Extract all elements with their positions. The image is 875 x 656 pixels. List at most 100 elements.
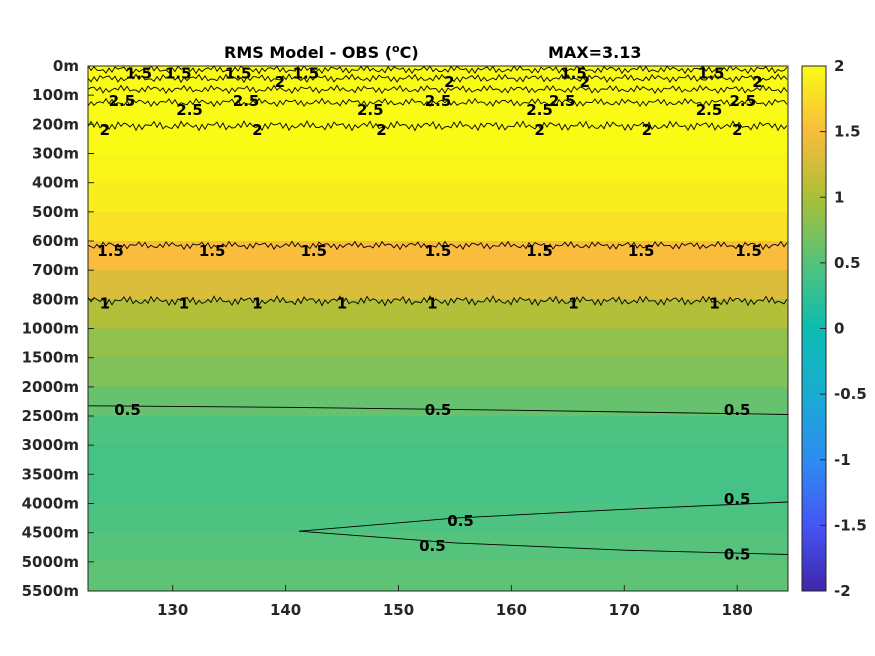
colorbar-tick-label: 0 — [834, 320, 844, 338]
contour-label: 2.5 — [233, 92, 260, 110]
x-tick-label: 160 — [496, 601, 527, 619]
contour-labels: 1.5 1.5 1.5 1.5 1.5 1.52 2 2 22.5 2.5 2.5 2.5 2.5 2.5… — [97, 64, 762, 563]
colorbar-tick-label: -1 — [834, 451, 851, 469]
contour-line — [88, 66, 788, 75]
contour-line — [88, 405, 788, 415]
depth-layer — [88, 561, 788, 591]
contour-label: 0.5 — [425, 401, 452, 419]
contour-label: 2 — [275, 73, 285, 91]
contour-label: 1.5 — [628, 242, 655, 260]
contour-label: 2 — [580, 73, 590, 91]
contour-label: 2 — [444, 73, 454, 91]
y-tick-label: 100m — [32, 86, 79, 104]
colorbar-tick-label: 1.5 — [834, 123, 861, 141]
contour-line — [88, 240, 788, 251]
contour-label: 2.5 — [696, 101, 723, 119]
contour-label: 2 — [100, 121, 110, 139]
contour-label: 1.5 — [126, 64, 153, 82]
depth-layer — [88, 503, 788, 534]
colorbar-tick-label: -0.5 — [834, 385, 867, 403]
contour-label: 2 — [252, 121, 262, 139]
colorbar-tick-label: 0.5 — [834, 254, 861, 272]
depth-layer — [88, 357, 788, 388]
contour-label: 2 — [732, 121, 742, 139]
contour-label: 0.5 — [114, 401, 141, 419]
depth-layers — [88, 66, 788, 591]
y-tick-label: 1500m — [22, 349, 79, 367]
contour-label: 2 — [752, 73, 762, 91]
contour-label: 1.5 — [425, 242, 452, 260]
y-tick-label: 400m — [32, 174, 79, 192]
depth-layer — [88, 386, 788, 417]
contour-label: 2.5 — [730, 92, 757, 110]
y-tick-label: 500m — [32, 203, 79, 221]
depth-layer — [88, 474, 788, 505]
y-tick-label: 200m — [32, 115, 79, 133]
y-tick-label: 800m — [32, 290, 79, 308]
contour-line — [299, 530, 788, 555]
contour-line — [88, 97, 788, 108]
x-tick-label: 140 — [270, 601, 301, 619]
y-tick-label: 300m — [32, 145, 79, 163]
y-tick-label: 4500m — [22, 524, 79, 542]
contour-line — [88, 295, 788, 307]
contour-label: 2.5 — [549, 92, 576, 110]
contour-line — [88, 119, 788, 132]
colorbar — [801, 65, 827, 592]
depth-layer — [88, 416, 788, 446]
y-tick-label: 2500m — [22, 407, 79, 425]
contour-label: 2.5 — [109, 92, 136, 110]
contour-label: 1 — [337, 295, 347, 313]
contour-label: 1 — [709, 295, 719, 313]
x-tick-label: 150 — [383, 601, 414, 619]
contour-line — [299, 501, 788, 532]
depth-layer — [88, 532, 788, 563]
contour-label: 1 — [252, 295, 262, 313]
depth-layer — [88, 299, 788, 330]
contour-label: 2.5 — [425, 92, 452, 110]
contour-label: 1.5 — [301, 242, 328, 260]
depth-layer — [88, 445, 788, 475]
contour-label: 1 — [427, 295, 437, 313]
depth-layer — [88, 153, 788, 184]
depth-layer — [88, 328, 788, 359]
contour-label: 0.5 — [724, 490, 751, 508]
y-tick-label: 700m — [32, 261, 79, 279]
max-value-label: MAX=3.13 — [548, 43, 642, 62]
contour-label: 1 — [568, 295, 578, 313]
contour-label: 1.5 — [526, 242, 553, 260]
contour-label: 1.5 — [225, 64, 252, 82]
contour-label: 1.5 — [698, 64, 725, 82]
contour-label: 2.5 — [176, 101, 203, 119]
contour-lines — [88, 66, 788, 555]
x-tick-label: 180 — [722, 601, 753, 619]
contour-label: 1.5 — [293, 64, 320, 82]
contour-label: 2 — [642, 121, 652, 139]
chart-title: RMS Model - OBS (oC) — [224, 42, 419, 62]
depth-layer — [88, 182, 788, 213]
y-tick-label: 1000m — [22, 320, 79, 338]
depth-layer — [88, 124, 788, 155]
contour-label: 0.5 — [724, 546, 751, 564]
colorbar-tick-label: -1.5 — [834, 516, 867, 534]
contour-label: 1.5 — [560, 64, 587, 82]
contour-label: 1.5 — [97, 242, 124, 260]
y-tick-label: 5000m — [22, 553, 79, 571]
contour-label: 2 — [376, 121, 386, 139]
contour-line — [88, 84, 788, 95]
colorbar-tick-label: -2 — [834, 582, 851, 600]
contour-label: 0.5 — [724, 401, 751, 419]
x-tick-label: 130 — [157, 601, 188, 619]
x-axis: 130 140 150 160 170 180 — [157, 585, 753, 619]
y-tick-label: 0m — [53, 57, 79, 75]
y-tick-label: 3000m — [22, 436, 79, 454]
y-tick-label: 600m — [32, 232, 79, 250]
contour-label: 1.5 — [199, 242, 226, 260]
depth-layer — [88, 270, 788, 300]
x-tick-label: 170 — [609, 601, 640, 619]
depth-layer — [88, 95, 788, 125]
contour-label: 2.5 — [526, 101, 553, 119]
contour-label: 0.5 — [419, 537, 446, 555]
contour-label: 1 — [179, 295, 189, 313]
